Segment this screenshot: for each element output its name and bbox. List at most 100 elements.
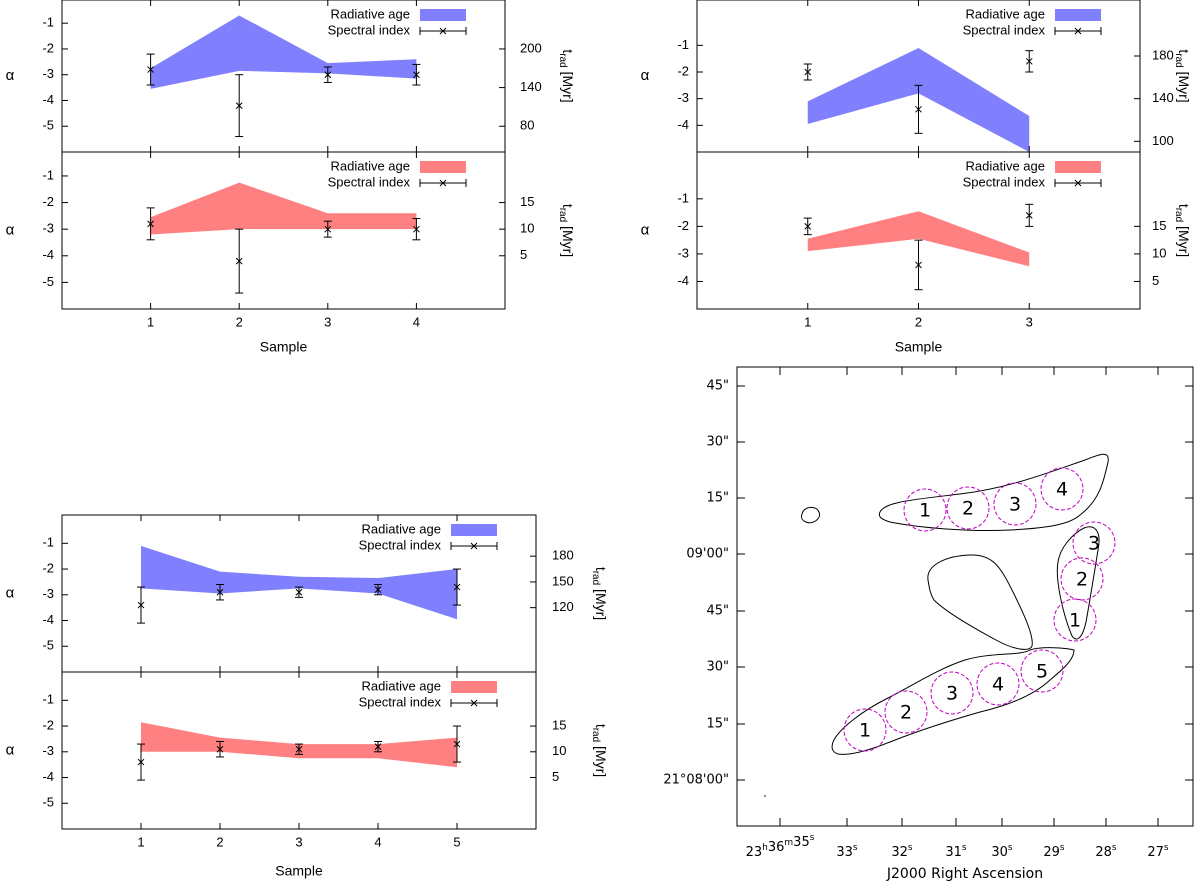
chart-a-panel-2-y2label-text: trad [Myr] <box>557 204 576 257</box>
chart-c-xtick-label: 3 <box>295 834 302 849</box>
spectral-index-marker <box>804 68 812 76</box>
chart-a-xtick-label: 1 <box>147 314 154 329</box>
chart-b-panel-2-ytick-label: -1 <box>677 190 689 205</box>
chart-c-panel-1-legend-swatch <box>451 524 497 536</box>
chart-c-panel-1-y2label: trad [Myr] <box>590 567 609 620</box>
chart-a-panel-1-y2label: trad [Myr] <box>557 49 576 102</box>
chart-b-panel-2-ytick-label: -4 <box>677 273 689 288</box>
chart-b-panel-1-ylabel: α <box>641 67 650 84</box>
spectral-index-marker <box>295 588 303 596</box>
chart-a-panel-2-ytick-label: -3 <box>42 221 54 236</box>
chart-b-panel-2-ytick-label: -3 <box>677 245 689 260</box>
map-ra-tick-label: 32s <box>891 843 913 860</box>
chart-b-panel-1-legend-marker <box>1074 27 1082 35</box>
chart-b-panel-1-y2tick-label: 180 <box>1152 47 1174 62</box>
chart-c-panel-2-spectral-index-point <box>453 725 461 763</box>
map-ra-tick-label: 28s <box>1095 843 1117 860</box>
spectral-index-marker <box>216 588 224 596</box>
chart-a-panel-2-ytick-label: -1 <box>42 167 54 182</box>
chart-c-panel-1-ytick-label: -3 <box>42 586 54 601</box>
chart-c-panel-2-legend-marker <box>470 699 478 707</box>
chart-b-xtick-label: 2 <box>915 314 922 329</box>
chart-a-panel-2-y2tick-label: 5 <box>520 247 527 262</box>
map-ra-tick-label: 23h36m35s <box>746 833 815 860</box>
chart-b-panel-1-y2label-text: trad [Myr] <box>1173 49 1192 102</box>
chart-b-panel-1-y2tick-label: 100 <box>1152 133 1174 148</box>
chart-c-panel-1-y2label-text: trad [Myr] <box>590 567 609 620</box>
chart-c-panel-1-spectral-index-point <box>374 583 382 596</box>
spectral-index-marker <box>324 71 332 79</box>
chart-a-panel-1-legend-marker <box>439 27 447 35</box>
chart-c-panel-2-ytick-label: -5 <box>42 795 54 810</box>
chart-a-panel-2-spectral-index-point <box>146 207 155 241</box>
chart-a-panel-2-ylabel: α <box>6 221 15 238</box>
map-region-circle-north <box>903 488 947 532</box>
chart-c-panel-1-ytick-label: -4 <box>42 612 54 627</box>
map-region-circle-south <box>1020 649 1064 693</box>
chart-c-panel-2-spectral-index-point <box>137 743 145 781</box>
chart-a-panel-1-frame <box>61 0 506 153</box>
chart-c-panel-2-ytick-label: -3 <box>42 743 54 758</box>
map-region-circle-north <box>946 486 990 530</box>
spectral-index-marker <box>413 71 420 79</box>
chart-a-panel-1-legend-radiative-age: Radiative age <box>331 6 411 21</box>
chart-a-panel-2-spectral-index-point <box>323 220 332 238</box>
map-region-label-south: 3 <box>946 683 958 705</box>
chart-b-panel-2-spectral-index-point <box>914 239 923 291</box>
chart-a-panel-2-y2tick-label: 15 <box>520 194 534 209</box>
spectral-index-marker <box>413 225 420 233</box>
map-region-circle-east <box>1060 557 1104 601</box>
map-region-circle-south <box>884 690 928 734</box>
map-region-label-east: 2 <box>1076 569 1088 591</box>
chart-a-panel-1-y2tick-label: 80 <box>520 118 534 133</box>
chart-c-panel-1-legend-radiative-age: Radiative age <box>362 521 442 536</box>
chart-c-panel-1-spectral-index-point <box>216 583 224 601</box>
map-dec-tick-label: 09'00" <box>686 547 729 562</box>
chart-b-panel-1-spectral-index-point <box>803 63 812 81</box>
chart-c-panel-2-ytick-label: -4 <box>42 769 54 784</box>
spectral-index-marker <box>1025 57 1033 65</box>
chart-c-panel-1-ytick-label: -2 <box>42 560 54 575</box>
map-dec-tick-label: 45" <box>706 379 729 394</box>
chart-c-panel-2-spectral-index-point <box>216 740 224 758</box>
chart-b-panel-1-y2tick-label: 140 <box>1152 90 1174 105</box>
map-region-circle-north <box>993 482 1037 526</box>
chart-a-xtick-label: 2 <box>236 314 243 329</box>
map-beam-dot <box>764 795 766 797</box>
map-region-label-south: 5 <box>1036 661 1048 683</box>
map-ra-tick-label: 33s <box>836 843 858 860</box>
chart-b-xtick-label: 3 <box>1026 314 1033 329</box>
chart-c-panel-2-y2label: trad [Myr] <box>590 724 609 777</box>
chart-c-panel-1-y2tick-label: 150 <box>552 573 574 588</box>
map-region-label-east: 1 <box>1069 610 1081 632</box>
chart-b-panel-2-y2label: trad [Myr] <box>1173 204 1192 257</box>
chart-c-panel-1-spectral-index-point <box>453 568 461 606</box>
chart-b-panel-1-legend-spectral-index: Spectral index <box>963 22 1046 37</box>
chart-a-panel-1-ytick-label: -4 <box>42 92 54 107</box>
chart-a-panel-2-y2tick-label: 10 <box>520 221 534 236</box>
spectral-index-marker <box>235 102 243 109</box>
chart-c-panel-2-y2label-text: trad [Myr] <box>590 724 609 777</box>
chart-c-panel-1-ytick-label: -1 <box>42 535 54 550</box>
chart-a-panel-2-ytick-label: -5 <box>42 274 54 289</box>
chart-b-panel-1-y2label: trad [Myr] <box>1173 49 1192 102</box>
map-dec-tick-label: 30" <box>706 435 729 450</box>
chart-b-panel-2-ytick-label: -2 <box>677 218 689 233</box>
spectral-index-marker <box>374 586 382 593</box>
chart-b-panel-2-spectral-index-point <box>1025 203 1034 227</box>
chart-b-panel-2-legend-radiative-age: Radiative age <box>966 158 1046 173</box>
spectral-index-marker <box>235 257 243 265</box>
chart-a-panel-1-ylabel: α <box>6 67 15 84</box>
chart-a-panel-1-spectral-index-point <box>235 74 244 138</box>
chart-c-panel-1-legend-spectral-index: Spectral index <box>359 537 442 552</box>
chart-c-xtick-label: 4 <box>374 834 381 849</box>
map-contour <box>801 506 821 524</box>
spectral-index-marker <box>804 223 812 230</box>
map-contour <box>831 647 1075 755</box>
map-xlabel: J2000 Right Ascension <box>886 866 1043 882</box>
chart-a-panel-1-radiative-age-band <box>150 15 417 89</box>
chart-a-panel-1-legend-spectral-index: Spectral index <box>328 22 411 37</box>
map-region-label-east: 3 <box>1088 533 1100 555</box>
chart-c-panel-2-spectral-index-point <box>295 743 303 755</box>
